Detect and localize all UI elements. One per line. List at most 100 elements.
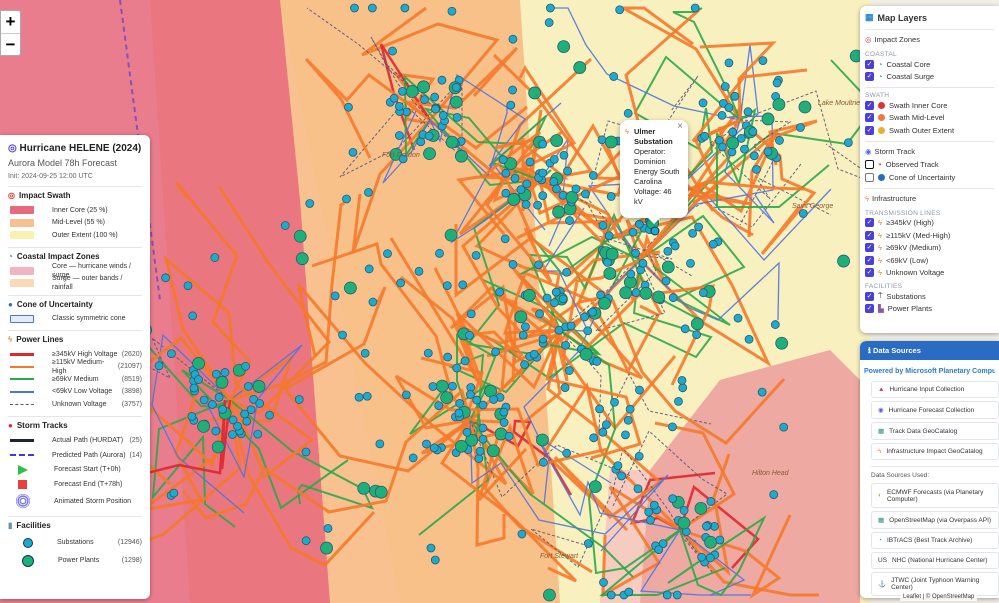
substation-marker[interactable] [763,147,773,157]
substation-marker[interactable] [798,209,808,218]
substation-marker[interactable] [294,395,304,404]
power-line[interactable] [469,419,634,578]
power-line[interactable] [361,6,500,121]
substation-marker[interactable] [623,108,633,118]
power-line[interactable] [709,119,832,216]
substation-marker[interactable] [521,322,530,332]
power-plant-marker[interactable] [605,247,619,261]
substation-marker[interactable] [733,313,743,323]
power-plant-marker[interactable] [704,535,718,549]
checkbox[interactable]: ✓ [865,255,874,265]
substation-marker[interactable] [301,447,311,457]
substation-marker[interactable] [280,221,290,230]
power-line[interactable] [552,7,741,121]
power-line[interactable] [492,53,594,182]
checkbox[interactable]: ✓ [865,268,874,278]
power-plant-marker[interactable] [639,286,653,300]
substation-marker[interactable] [478,434,488,444]
substation-marker[interactable] [465,330,474,340]
power-plant-marker[interactable] [543,588,556,602]
power-line[interactable] [530,446,681,568]
power-line[interactable] [559,163,802,331]
power-plant-marker[interactable] [455,439,468,453]
power-plant-marker[interactable] [619,286,633,300]
substation-marker[interactable] [448,381,457,391]
substation-marker[interactable] [772,78,782,88]
power-plant-marker[interactable] [514,310,528,324]
catalog-link[interactable]: ◉ Hurricane Forecast Collection [871,401,999,419]
substation-marker[interactable] [499,407,509,417]
substation-marker[interactable] [700,131,710,141]
power-line[interactable] [692,118,741,205]
layer-toggle-swath[interactable]: ✓ Swath Outer Extent [865,125,955,135]
substation-marker[interactable] [694,222,703,232]
power-line[interactable] [433,267,530,422]
substation-marker[interactable] [240,409,250,419]
substation-marker[interactable] [501,188,511,198]
substation-marker[interactable] [338,330,347,340]
substation-marker[interactable] [368,297,378,307]
power-plant-marker[interactable] [454,149,468,163]
substation-marker[interactable] [518,330,528,340]
substation-marker[interactable] [775,136,784,145]
substation-marker[interactable] [429,443,439,453]
substation-marker[interactable] [394,101,404,111]
layer-toggle-line[interactable]: ✓ ϟ ≥115kV (Med-High) [865,230,951,240]
substation-marker[interactable] [344,102,353,112]
substation-marker[interactable] [420,95,429,105]
substation-marker[interactable] [595,404,604,414]
power-plant-marker[interactable] [252,380,266,393]
power-plant-marker[interactable] [357,481,371,495]
power-plant-marker[interactable] [690,317,704,331]
substation-marker[interactable] [736,133,746,143]
substation-marker[interactable] [474,454,484,463]
substation-marker[interactable] [471,250,481,260]
substation-marker[interactable] [301,536,311,546]
substation-marker[interactable] [769,490,779,499]
substation-marker[interactable] [843,138,853,148]
substation-marker[interactable] [438,111,448,120]
substation-marker[interactable] [563,166,572,176]
substation-marker[interactable] [542,293,552,303]
substation-marker[interactable] [562,267,572,277]
power-plant-marker[interactable] [374,485,388,499]
substation-marker[interactable] [559,150,569,160]
power-line[interactable] [679,453,731,576]
power-plant-marker[interactable] [440,391,454,405]
substation-marker[interactable] [364,264,374,274]
substation-marker[interactable] [589,433,599,443]
data-source-item[interactable]: ⚓ JTWC (Joint Typhoon Warning Center) [871,572,999,596]
substation-marker[interactable] [398,154,408,164]
data-source-item[interactable]: ◐ ECMWF Forecasts (via Planetary Computer… [871,483,999,508]
substation-marker[interactable] [603,258,612,267]
layer-toggle-coastal[interactable]: ✓ ◔ Coastal Core [865,59,931,69]
checkbox[interactable]: ✓ [865,72,874,82]
substation-marker[interactable] [396,278,406,288]
power-plant-marker[interactable] [661,260,675,274]
power-plant-marker[interactable] [528,86,542,100]
substation-marker[interactable] [705,553,715,563]
power-line[interactable] [423,107,541,187]
substation-marker[interactable] [560,383,570,392]
substation-marker[interactable] [646,515,655,525]
substation-marker[interactable] [401,390,411,400]
power-line[interactable] [469,419,669,552]
substation-marker[interactable] [538,334,548,344]
power-line[interactable] [545,329,642,460]
substation-marker[interactable] [460,356,470,366]
power-line[interactable] [261,388,472,514]
substation-marker[interactable] [538,168,548,178]
power-plant-marker[interactable] [557,40,571,54]
substation-marker[interactable] [724,103,734,112]
layer-toggle-track[interactable]: ⁍ Observed Track [865,159,994,172]
substation-marker[interactable] [558,294,568,304]
substation-marker[interactable] [662,590,672,600]
substation-marker[interactable] [598,220,608,230]
substation-marker[interactable] [628,227,638,237]
substation-marker[interactable] [634,219,644,229]
checkbox[interactable]: ✓ [865,125,874,135]
power-plant-marker[interactable] [603,267,617,280]
substation-marker[interactable] [680,324,690,334]
power-plant-marker[interactable] [449,95,463,109]
substation-marker[interactable] [211,369,221,379]
